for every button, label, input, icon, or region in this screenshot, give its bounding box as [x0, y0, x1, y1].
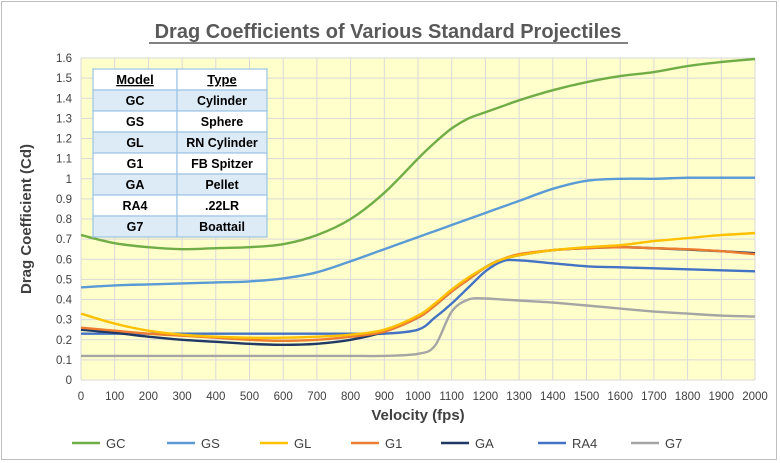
x-axis-ticks: 0 100 200 300 400 500 600 700 800 900 1000 1100 1200…: [78, 391, 768, 403]
table-type-cell: .22LR: [205, 199, 239, 213]
table-model-cell: GL: [126, 136, 144, 150]
y-tick-label: 0.1: [56, 355, 72, 367]
x-tick-label: 500: [240, 391, 259, 403]
legend-label-gl: GL: [294, 436, 311, 451]
legend-label-ga: GA: [475, 436, 494, 451]
model-type-table: Model Type GC Cylinder GS Sphere GL RN Cylinder…: [92, 68, 268, 238]
y-tick-label: 0: [66, 375, 72, 387]
gridlines: [80, 57, 756, 381]
y-tick-label: 0.3: [56, 315, 72, 327]
x-tick-label: 1600: [607, 391, 633, 403]
x-tick-label: 1900: [709, 391, 735, 403]
table-model-cell: GA: [126, 178, 145, 192]
y-tick-label: 1.4: [56, 93, 73, 105]
table-type-cell: Pellet: [205, 178, 239, 192]
x-tick-label: 1500: [574, 391, 600, 403]
table-model-cell: GS: [126, 115, 144, 129]
series-line-gl: [80, 231, 756, 340]
x-tick-label: 200: [139, 391, 158, 403]
x-tick-label: 1000: [405, 391, 431, 403]
y-tick-label: 1: [66, 174, 72, 186]
y-tick-label: 0.7: [56, 234, 72, 246]
x-tick-label: 400: [206, 391, 225, 403]
legend-label-ra4: RA4: [572, 436, 597, 451]
x-tick-label: 800: [341, 391, 360, 403]
x-axis-title: Velocity (fps): [371, 407, 464, 424]
table-model-cell: G1: [127, 157, 144, 171]
x-tick-label: 2000: [742, 391, 768, 403]
y-axis-ticks: 0 0.1 0.2 0.3 0.4 0.5 0.6 0.7 0.8 0.9 1 1.1 1.2 1.3 1.…: [56, 53, 73, 387]
table-model-cell: GC: [126, 94, 145, 108]
table-type-cell: RN Cylinder: [186, 136, 258, 150]
x-tick-label: 900: [375, 391, 394, 403]
x-tick-label: 300: [173, 391, 192, 403]
y-tick-label: 1.1: [56, 154, 72, 166]
series-line-g7: [81, 296, 756, 358]
legend-label-gs: GS: [201, 436, 220, 451]
x-tick-label: 1400: [540, 391, 566, 403]
x-tick-label: 1800: [675, 391, 701, 403]
y-axis-title: Drag Coefficient (Cd): [18, 144, 35, 294]
y-tick-label: 0.9: [56, 194, 72, 206]
legend-label-g1: G1: [385, 436, 402, 451]
series-lines: [80, 57, 756, 358]
y-tick-label: 1.2: [56, 134, 72, 146]
y-tick-label: 1.5: [56, 73, 72, 85]
x-tick-label: 600: [274, 391, 293, 403]
table-type-cell: FB Spitzer: [191, 157, 253, 171]
legend-label-gc: GC: [106, 436, 126, 451]
x-tick-label: 100: [105, 391, 124, 403]
chart-title: Drag Coefficients of Various Standard Pr…: [155, 21, 622, 43]
x-tick-label: 1200: [473, 391, 499, 403]
table-model-cell: G7: [127, 220, 144, 234]
x-tick-label: 700: [307, 391, 326, 403]
legend: GC GS GL G1 GA RA4 G7: [72, 436, 682, 451]
x-tick-label: 0: [78, 391, 84, 403]
series-line-gc: [80, 57, 756, 251]
table-cell: [176, 215, 268, 238]
y-tick-label: 0.4: [56, 295, 73, 307]
table-type-cell: Cylinder: [197, 94, 247, 108]
table-model-cell: RA4: [122, 199, 147, 213]
y-tick-label: 1.6: [56, 53, 72, 65]
legend-label-g7: G7: [665, 436, 682, 451]
series-line-gs: [80, 176, 756, 289]
table-header-type: Type: [207, 72, 236, 87]
y-tick-label: 0.2: [56, 335, 72, 347]
x-tick-label: 1700: [641, 391, 667, 403]
y-tick-label: 0.8: [56, 214, 72, 226]
y-tick-label: 0.6: [56, 254, 72, 266]
table-type-cell: Boattail: [199, 220, 245, 234]
y-tick-label: 0.5: [56, 274, 72, 286]
y-tick-label: 1.3: [56, 113, 72, 125]
x-tick-label: 1300: [506, 391, 532, 403]
series-line-ra4: [80, 258, 756, 336]
x-tick-label: 1100: [439, 391, 464, 403]
table-type-cell: Sphere: [201, 115, 243, 129]
table-header-model: Model: [116, 72, 154, 87]
